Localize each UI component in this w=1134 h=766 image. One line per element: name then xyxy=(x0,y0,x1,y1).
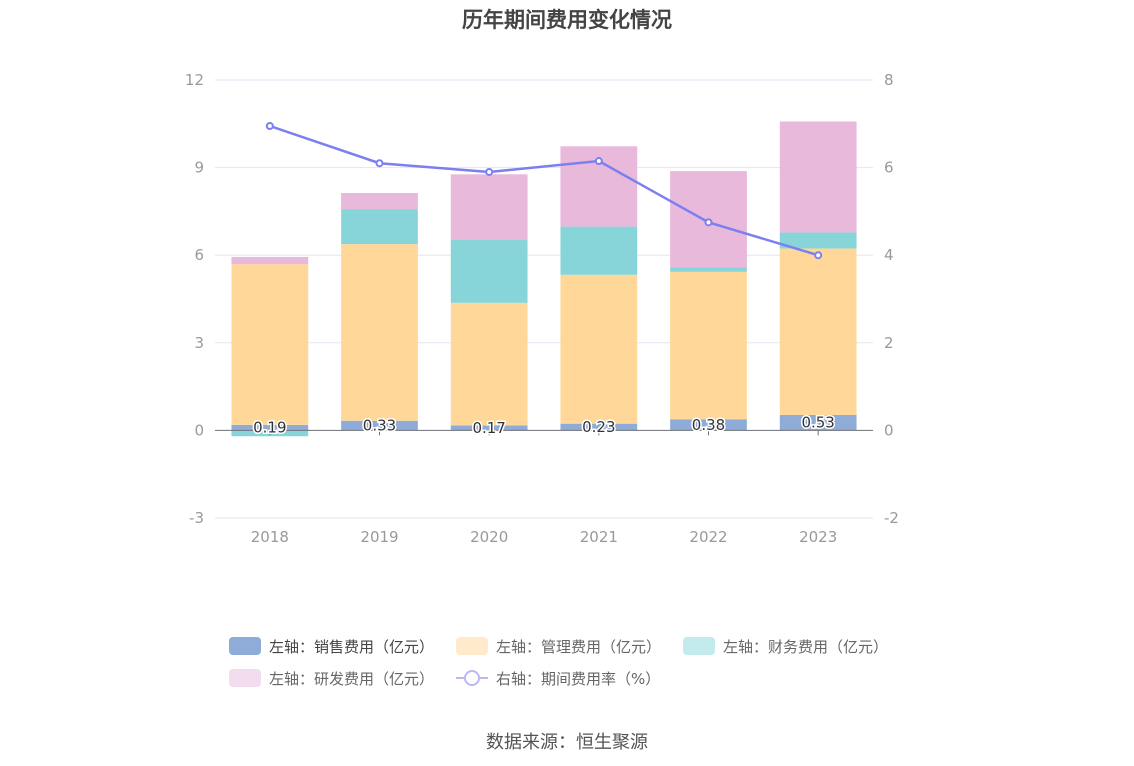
legend-item[interactable]: 左轴：管理费用（亿元） xyxy=(456,636,661,657)
x-tick-label: 2018 xyxy=(251,528,289,546)
legend-label: 左轴：销售费用（亿元） xyxy=(269,637,435,656)
bar-segment xyxy=(231,264,309,425)
data-label: 0.53 xyxy=(801,414,834,432)
bar-segment xyxy=(231,424,309,431)
legend-line-marker-icon xyxy=(456,669,489,687)
legend-label: 左轴：管理费用（亿元） xyxy=(496,637,662,656)
bar-segment xyxy=(779,232,857,249)
legend-label: 左轴：研发费用（亿元） xyxy=(269,669,435,688)
y-right-tick-label: -2 xyxy=(884,509,899,527)
legend-swatch-icon xyxy=(456,637,489,655)
x-tick-label: 2019 xyxy=(360,528,398,546)
line-point xyxy=(594,157,603,166)
data-label: 0.38 xyxy=(692,416,725,434)
bar-segment xyxy=(560,226,638,275)
axis-layer: -3 0 3 6 9 12 -2 0 2 4 6 8 2018 2019 2020 2021 2022 2023 xyxy=(185,71,899,546)
legend: 左轴：销售费用（亿元） 左轴：管理费用（亿元） 左轴：财务费用（亿元） 左轴：研发费用… xyxy=(229,630,929,694)
bar-segment xyxy=(341,420,418,431)
x-tick-label: 2023 xyxy=(799,528,837,546)
bar-segment xyxy=(779,414,857,431)
y-right-tick-label: 8 xyxy=(884,71,894,89)
y-left-tick-label: 9 xyxy=(194,159,204,177)
chart-title: 历年期间费用变化情况 xyxy=(462,8,672,32)
line-layer xyxy=(265,121,823,260)
data-label: 0.33 xyxy=(363,417,396,435)
y-left-tick-label: 12 xyxy=(185,71,204,89)
source-note: 数据来源：恒生聚源 xyxy=(486,732,648,753)
y-right-tick-label: 4 xyxy=(884,246,894,264)
legend-item[interactable]: 左轴：研发费用（亿元） xyxy=(229,668,434,689)
bar-segment xyxy=(341,244,418,421)
bar-segment xyxy=(450,174,528,241)
legend-label: 左轴：财务费用（亿元） xyxy=(723,637,889,656)
line-point xyxy=(704,218,713,227)
y-left-tick-label: 3 xyxy=(194,334,204,352)
bar-segment xyxy=(341,193,418,210)
grid-layer xyxy=(215,79,873,519)
y-right-tick-label: 2 xyxy=(884,334,894,352)
bar-segment xyxy=(450,240,528,303)
bar-segment xyxy=(779,248,857,415)
bar-segment xyxy=(779,121,857,233)
legend-row: 左轴：销售费用（亿元） 左轴：管理费用（亿元） 左轴：财务费用（亿元） xyxy=(229,630,929,662)
y-right-tick-label: 6 xyxy=(884,159,894,177)
y-left-tick-label: 0 xyxy=(194,421,204,439)
x-tick-label: 2022 xyxy=(689,528,727,546)
data-label: 0.23 xyxy=(582,418,615,436)
bar-segment xyxy=(341,209,418,245)
bar-segment xyxy=(670,267,747,272)
bar-segment xyxy=(670,419,747,431)
legend-swatch-icon xyxy=(229,637,261,655)
legend-item[interactable]: 左轴：财务费用（亿元） xyxy=(683,636,888,657)
line-point xyxy=(485,167,494,176)
legend-swatch-icon xyxy=(229,669,261,687)
x-tick-label: 2021 xyxy=(580,528,618,546)
line-point xyxy=(375,159,384,168)
bar-layer xyxy=(231,121,857,437)
bar-segment xyxy=(560,423,638,431)
label-layer: 0.19 0.33 0.17 0.23 0.38 0.53 xyxy=(252,412,837,438)
y-left-tick-label: 6 xyxy=(194,246,204,264)
bar-segment xyxy=(450,302,528,426)
data-label: 0.17 xyxy=(472,419,505,437)
legend-label: 右轴：期间费用率（%） xyxy=(496,669,661,688)
y-right-tick-label: 0 xyxy=(884,421,894,439)
bar-segment xyxy=(231,256,309,265)
y-left-tick-label: -3 xyxy=(189,509,204,527)
legend-item[interactable]: 右轴：期间费用率（%） xyxy=(456,668,660,689)
data-label: 0.19 xyxy=(253,419,286,437)
line-point xyxy=(265,121,274,130)
bar-segment xyxy=(450,425,528,431)
legend-swatch-icon xyxy=(683,637,716,655)
legend-item[interactable]: 左轴：销售费用（亿元） xyxy=(229,636,434,657)
bar-segment xyxy=(670,271,747,420)
bar-segment xyxy=(560,274,638,424)
x-tick-label: 2020 xyxy=(470,528,508,546)
line-point xyxy=(814,251,823,260)
legend-row: 左轴：研发费用（亿元） 右轴：期间费用率（%） xyxy=(229,662,929,694)
line-series-rate xyxy=(269,124,819,257)
